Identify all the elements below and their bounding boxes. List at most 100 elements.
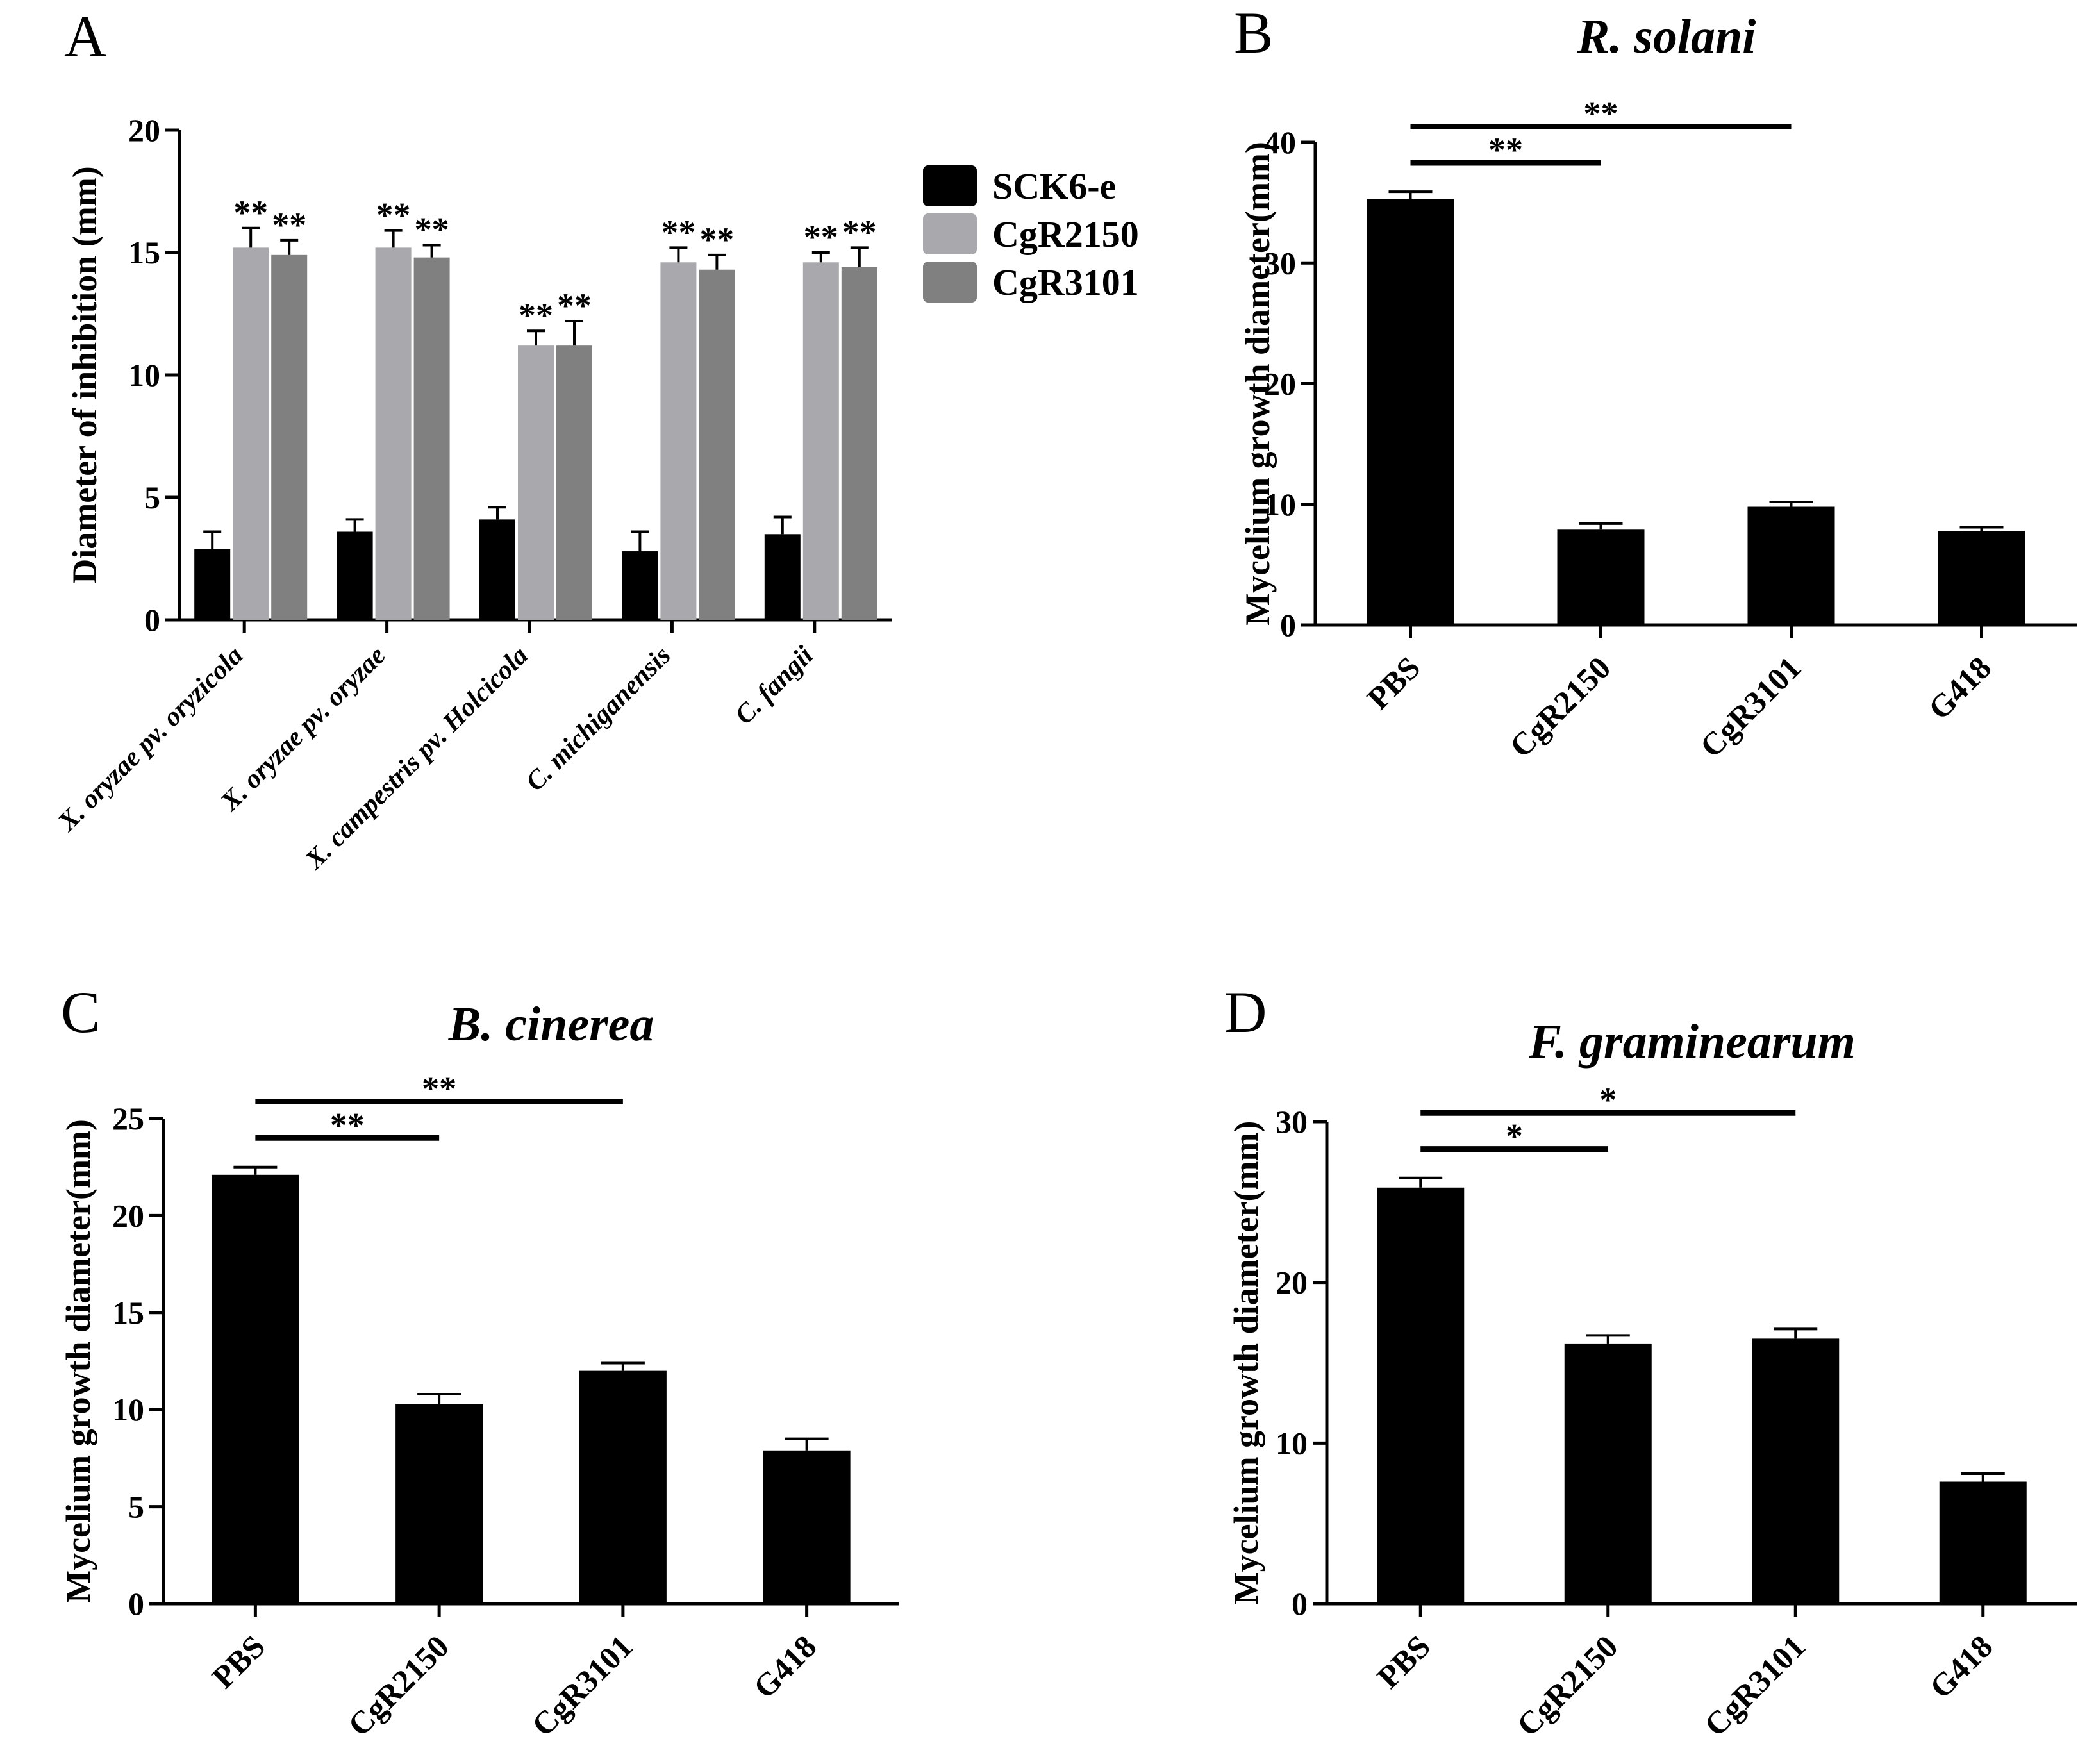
y-tick-label: 10	[1276, 1425, 1308, 1461]
bar	[233, 247, 269, 620]
x-tick-label: C. michiganensis	[520, 641, 677, 797]
y-tick-label: 20	[1276, 1265, 1308, 1301]
x-tick-label: G418	[1922, 1628, 1999, 1705]
panel-a-chart: 0 5 10 15 20 Diameter of inhibition (mm) X. or…	[52, 112, 1139, 876]
y-tick-label: 0	[1280, 607, 1296, 643]
y-tick-label: 30	[1276, 1104, 1308, 1140]
y-tick-label: 20	[112, 1197, 144, 1233]
y-tick-label: 10	[1264, 487, 1296, 522]
x-tick-label: X. campestris pv. Holcicola	[299, 641, 534, 876]
y-tick-label: 0	[144, 602, 160, 638]
x-tick-label: CgR2150	[1509, 1628, 1624, 1743]
y-tick-label: 0	[1292, 1586, 1308, 1622]
x-tick-label: C. fangii	[729, 640, 819, 730]
bar	[764, 534, 801, 620]
x-tick-label: PBS	[1360, 649, 1427, 716]
significance-label: **	[330, 1106, 365, 1144]
legend-label: CgR2150	[992, 213, 1139, 255]
legend-label: CgR3101	[992, 262, 1139, 303]
chart-title: R. solani	[1577, 10, 1756, 63]
bar	[763, 1450, 851, 1604]
y-tick-label: 5	[128, 1489, 144, 1525]
significance-label: *	[1599, 1081, 1617, 1119]
panel-label-a: A	[64, 4, 106, 69]
significance-label: **	[1584, 95, 1618, 133]
x-tick-label: CgR2150	[1502, 649, 1617, 764]
panel-label-b: B	[1234, 0, 1273, 65]
x-tick-label: CgR2150	[341, 1628, 456, 1743]
bar	[1557, 529, 1645, 625]
bar	[1564, 1343, 1652, 1604]
bar	[841, 267, 877, 620]
x-tick-label: CgR3101	[1693, 649, 1808, 764]
bar	[413, 257, 450, 620]
legend-swatch	[923, 213, 977, 254]
x-tick-label: PBS	[205, 1628, 272, 1695]
x-tick-label: X. oryzae pv. oryzicola	[52, 641, 249, 838]
bar	[699, 269, 735, 620]
y-axis-label: Diameter of inhibition (mm)	[65, 166, 104, 583]
bar	[579, 1370, 667, 1604]
y-axis-label: Mycelium growth diameter(mm)	[1238, 142, 1277, 626]
y-tick-label: 15	[128, 235, 160, 270]
y-tick-label: 25	[112, 1101, 144, 1136]
chart-title: F. graminearum	[1528, 1015, 1856, 1069]
significance-label: **	[376, 196, 411, 235]
bar	[1939, 1481, 2027, 1604]
y-tick-label: 20	[1264, 366, 1296, 402]
significance-label: *	[1506, 1117, 1523, 1156]
x-tick-label: G418	[746, 1628, 823, 1705]
legend-swatch	[923, 165, 977, 206]
bar	[271, 254, 308, 620]
panel-label-d: D	[1224, 979, 1267, 1045]
legend-label: SCK6-e	[992, 165, 1116, 207]
panel-label-c: C	[61, 979, 100, 1045]
y-tick-label: 10	[112, 1392, 144, 1427]
bar	[337, 531, 373, 620]
y-tick-label: 30	[1264, 245, 1296, 281]
bar	[802, 262, 839, 620]
significance-label: **	[557, 287, 592, 325]
significance-label: **	[272, 206, 306, 244]
significance-label: **	[842, 213, 877, 251]
y-tick-label: 20	[128, 112, 160, 148]
bar	[518, 345, 554, 620]
x-tick-label: CgR3101	[525, 1628, 640, 1743]
panel-d-chart: F. graminearum 0 10 20 30 Mycelium growth dia…	[1227, 1015, 2077, 1743]
significance-label: **	[519, 296, 553, 335]
bar	[194, 549, 231, 620]
bar	[660, 262, 697, 620]
charts-layer: 0 5 10 15 20 Diameter of inhibition (mm) X. or…	[52, 10, 2077, 1743]
y-axis-label: Mycelium growth diameter(mm)	[59, 1119, 97, 1603]
y-tick-label: 0	[128, 1586, 144, 1622]
x-tick-label: CgR3101	[1697, 1628, 1812, 1743]
bar	[1938, 531, 2025, 625]
significance-label: **	[699, 220, 734, 259]
bar	[1747, 506, 1835, 625]
bar	[395, 1404, 483, 1604]
bar	[556, 345, 592, 620]
significance-label: **	[422, 1070, 456, 1108]
y-tick-label: 40	[1264, 124, 1296, 160]
bar	[1367, 199, 1454, 625]
bar	[1377, 1187, 1465, 1604]
significance-label: **	[1488, 131, 1523, 169]
significance-label: **	[415, 211, 449, 249]
y-axis-label: Mycelium growth diameter(mm)	[1227, 1121, 1265, 1605]
bar	[479, 519, 515, 620]
significance-label: **	[661, 213, 695, 251]
chart-title: B. cinerea	[448, 997, 654, 1051]
legend-swatch	[923, 262, 977, 303]
significance-label: **	[804, 218, 838, 256]
y-tick-label: 15	[112, 1295, 144, 1331]
bar	[1752, 1338, 1840, 1604]
y-tick-label: 5	[144, 479, 160, 515]
significance-label: **	[233, 194, 268, 232]
y-tick-label: 10	[128, 357, 160, 393]
panel-c-chart: B. cinerea 0 5 10 15 20 25 Mycelium growth diam…	[59, 997, 899, 1743]
x-tick-label: PBS	[1370, 1628, 1437, 1695]
bar	[212, 1174, 299, 1604]
bar	[375, 247, 412, 620]
